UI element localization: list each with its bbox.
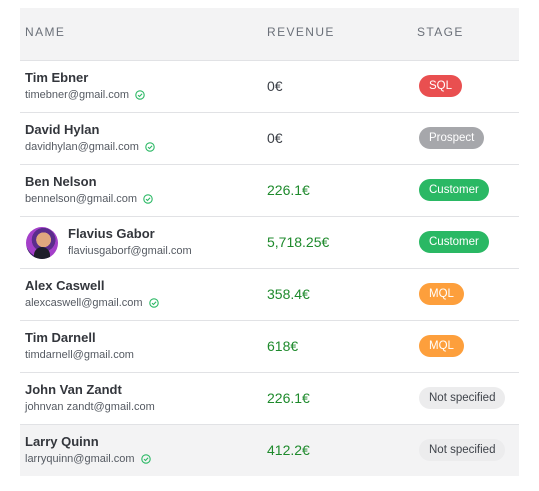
column-header-stage[interactable]: STAGE — [417, 25, 464, 39]
contact-cell: David Hylan davidhylan@gmail.com — [25, 122, 155, 154]
table-row[interactable]: Ben Nelson bennelson@gmail.com 226.1€ Cu… — [20, 165, 519, 217]
contact-cell: John Van Zandt johnvan zandt@gmail.com — [25, 382, 155, 414]
contact-cell: Tim Darnell timdarnell@gmail.com — [25, 330, 134, 362]
revenue-value: 412.2€ — [267, 442, 310, 458]
table-header: NAME REVENUE STAGE — [20, 8, 519, 61]
table-row[interactable]: Tim Darnell timdarnell@gmail.com 618€ MQ… — [20, 321, 519, 373]
contact-email-line: larryquinn@gmail.com — [25, 452, 151, 466]
contact-email: flaviusgaborf@gmail.com — [68, 245, 192, 257]
table-row[interactable]: John Van Zandt johnvan zandt@gmail.com 2… — [20, 373, 519, 425]
verified-check-icon — [135, 90, 145, 100]
table-row[interactable]: Flavius Gabor flaviusgaborf@gmail.com 5,… — [20, 217, 519, 269]
revenue-value: 226.1€ — [267, 182, 310, 198]
verified-check-icon — [140, 454, 151, 464]
contact-name[interactable]: John Van Zandt — [25, 382, 122, 397]
stage-badge[interactable]: Customer — [419, 231, 489, 253]
revenue-value: 618€ — [267, 338, 299, 354]
contact-email: timebner@gmail.com — [25, 89, 130, 101]
revenue-value: 358.4€ — [267, 286, 310, 302]
contact-email-line: bennelson@gmail.com — [25, 192, 153, 206]
contacts-table: NAME REVENUE STAGE Tim Ebner timebner@gm… — [20, 8, 519, 476]
contact-name[interactable]: Ben Nelson — [25, 174, 97, 189]
stage-badge[interactable]: SQL — [419, 75, 463, 97]
contact-cell: Tim Ebner timebner@gmail.com — [25, 70, 145, 102]
stage-badge[interactable]: Not specified — [419, 387, 506, 409]
contact-email: timdarnell@gmail.com — [25, 349, 134, 361]
contact-cell: Ben Nelson bennelson@gmail.com — [25, 174, 153, 206]
contact-name[interactable]: Tim Darnell — [25, 330, 96, 345]
avatar-icon — [26, 227, 58, 259]
stage-badge[interactable]: MQL — [419, 335, 464, 357]
stage-badge[interactable]: Not specified — [419, 439, 506, 461]
contact-name[interactable]: Alex Caswell — [25, 278, 105, 293]
contact-name[interactable]: Tim Ebner — [25, 70, 89, 85]
contact-email-line: timdarnell@gmail.com — [25, 348, 134, 362]
revenue-value: 0€ — [267, 78, 283, 94]
contact-email: davidhylan@gmail.com — [25, 141, 139, 153]
contact-email: bennelson@gmail.com — [25, 193, 138, 205]
table-row[interactable]: David Hylan davidhylan@gmail.com 0€ Pros… — [20, 113, 519, 165]
column-header-revenue[interactable]: REVENUE — [267, 25, 335, 39]
stage-badge[interactable]: Customer — [419, 179, 489, 201]
contact-cell: Flavius Gabor flaviusgaborf@gmail.com — [68, 226, 192, 258]
contact-name[interactable]: Flavius Gabor — [68, 226, 155, 241]
contact-email-line: alexcaswell@gmail.com — [25, 296, 159, 310]
contact-cell: Alex Caswell alexcaswell@gmail.com — [25, 278, 159, 310]
contact-email-line: johnvan zandt@gmail.com — [25, 400, 155, 414]
table-row[interactable]: Larry Quinn larryquinn@gmail.com 412.2€ … — [20, 425, 519, 476]
stage-badge[interactable]: MQL — [419, 283, 464, 305]
contact-email: alexcaswell@gmail.com — [25, 297, 143, 309]
contact-email-line: flaviusgaborf@gmail.com — [68, 244, 192, 258]
verified-check-icon — [143, 194, 153, 204]
contact-email-line: davidhylan@gmail.com — [25, 140, 155, 154]
contact-email: larryquinn@gmail.com — [25, 453, 135, 465]
contact-name[interactable]: David Hylan — [25, 122, 100, 137]
verified-check-icon — [145, 142, 155, 152]
revenue-value: 5,718.25€ — [267, 234, 330, 250]
column-header-name[interactable]: NAME — [25, 25, 66, 39]
contact-email: johnvan zandt@gmail.com — [25, 401, 155, 413]
table-row[interactable]: Tim Ebner timebner@gmail.com 0€ SQL — [20, 61, 519, 113]
table-row[interactable]: Alex Caswell alexcaswell@gmail.com 358.4… — [20, 269, 519, 321]
contact-email-line: timebner@gmail.com — [25, 88, 145, 102]
verified-check-icon — [148, 298, 159, 308]
stage-badge[interactable]: Prospect — [419, 127, 485, 149]
revenue-value: 226.1€ — [267, 390, 310, 406]
contact-name[interactable]: Larry Quinn — [25, 434, 99, 449]
contact-cell: Larry Quinn larryquinn@gmail.com — [25, 434, 151, 466]
revenue-value: 0€ — [267, 130, 283, 146]
